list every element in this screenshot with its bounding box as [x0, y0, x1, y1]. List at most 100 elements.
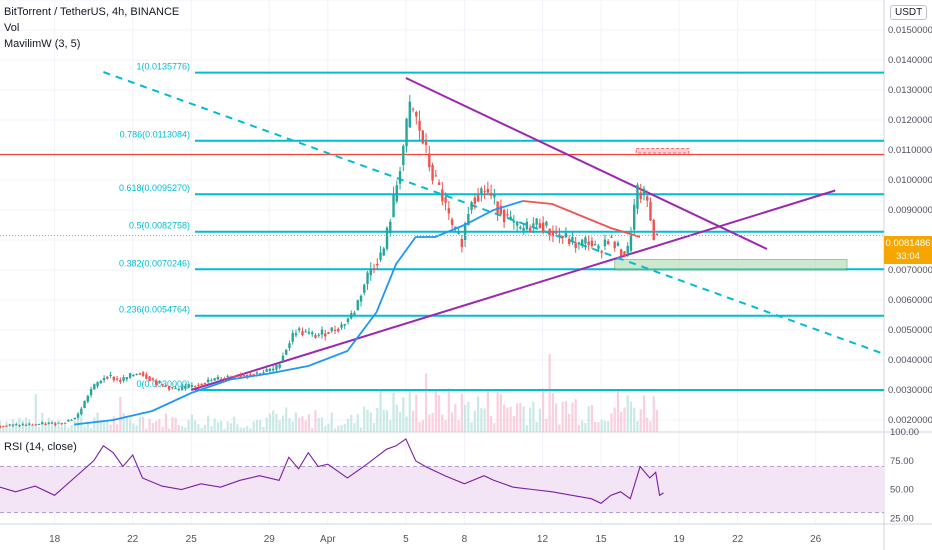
candle-body	[389, 221, 392, 233]
volume-bar	[444, 420, 447, 432]
volume-bar	[135, 425, 138, 432]
volume-bar	[392, 392, 395, 432]
volume-bar	[366, 409, 369, 432]
candle-body	[620, 249, 623, 257]
candle-body	[369, 268, 372, 276]
time-tick-label: 22	[127, 534, 139, 545]
volume-bar	[529, 407, 532, 432]
volume-bar	[616, 391, 620, 432]
price-tick-label: 0.0120000	[888, 115, 932, 126]
candle-body	[330, 327, 333, 332]
volume-bar	[314, 410, 317, 432]
candle-body	[532, 223, 535, 227]
candle-body	[80, 408, 83, 415]
candle-body	[154, 380, 158, 385]
volume-bar	[298, 417, 301, 432]
price-tick-label: 0.0150000	[888, 25, 932, 36]
volume-bar	[398, 412, 402, 432]
volume-bar	[229, 423, 233, 432]
candle-body	[333, 330, 337, 331]
volume-bar	[473, 410, 476, 432]
fib-label-0-786: 0.786(0.0113084)	[120, 130, 190, 140]
candle-body	[320, 329, 324, 335]
time-tick-label: 22	[732, 534, 744, 545]
candle-body	[428, 153, 431, 168]
volume-bar	[613, 407, 616, 432]
volume-bar	[418, 421, 421, 432]
price-tick-label: 0.0070000	[888, 265, 932, 276]
volume-bar	[28, 419, 31, 432]
candle-body	[554, 232, 558, 234]
volume-bar	[57, 419, 60, 432]
candle-body	[226, 376, 229, 378]
volume-bar	[106, 421, 109, 432]
volume-bar	[626, 395, 629, 432]
volume-bar	[307, 413, 311, 432]
candle-body	[219, 378, 223, 380]
volume-bar	[171, 416, 174, 432]
price-tick-label: 0.0050000	[888, 325, 932, 336]
candle-body	[395, 185, 398, 202]
fib-label-0-382: 0.382(0.0070246)	[119, 258, 190, 268]
price-tick-label: 0.0040000	[888, 355, 932, 366]
candle-body	[239, 375, 242, 377]
rsi-tick-label: 100.00	[890, 427, 919, 438]
candle-body	[193, 385, 197, 387]
candle-body	[450, 219, 454, 225]
volume-bar	[467, 401, 470, 432]
volume-bar	[281, 415, 285, 432]
volume-bar	[233, 416, 236, 432]
volume-bar	[311, 428, 314, 432]
volume-bar	[369, 412, 372, 432]
candle-body	[102, 378, 106, 380]
volume-bar	[249, 428, 252, 432]
candle-body	[317, 334, 320, 336]
candle-body	[642, 188, 646, 195]
volume-bar	[363, 406, 366, 432]
volume-bar	[132, 423, 135, 432]
time-tick-label: 18	[49, 534, 61, 545]
volume-bar	[207, 415, 210, 432]
volume-bar	[239, 427, 242, 432]
volume-bar	[642, 395, 646, 432]
candle-body	[444, 197, 447, 203]
price-tick-label: 0.0030000	[888, 385, 932, 396]
candle-body	[96, 382, 99, 387]
volume-bar	[379, 390, 382, 432]
volume-bar	[454, 403, 457, 432]
volume-bar	[2, 427, 5, 432]
candle-body	[480, 188, 483, 194]
candle-body	[93, 384, 96, 390]
price-tick-label: 0.0110000	[888, 145, 932, 156]
candle-body	[41, 422, 44, 425]
currency-button[interactable]: USDT	[890, 5, 928, 20]
candle-body	[288, 343, 291, 349]
volume-bar	[259, 420, 262, 432]
candle-body	[350, 313, 353, 319]
candle-body	[89, 388, 93, 396]
volume-bar	[226, 421, 229, 432]
candle-body	[216, 376, 220, 380]
volume-bar	[649, 421, 652, 432]
candle-body	[285, 349, 288, 355]
volume-bar	[128, 419, 132, 432]
candle-body	[522, 227, 525, 231]
volume-bar	[437, 395, 441, 432]
candle-body	[337, 328, 340, 332]
volume-bar	[181, 426, 184, 432]
candle-body	[203, 383, 207, 385]
candle-body	[106, 376, 109, 379]
ma-line-recent	[522, 200, 641, 238]
volume-bar	[372, 422, 376, 432]
candle-body	[486, 189, 490, 193]
price-tick-label: 0.0130000	[888, 85, 932, 96]
volume-bar	[151, 422, 154, 432]
candle-body	[294, 333, 298, 336]
candle-body	[499, 205, 503, 215]
candle-body	[145, 374, 148, 379]
volume-bar	[31, 426, 34, 432]
volume-bar	[252, 421, 255, 432]
rsi-tick-label: 50.00	[890, 485, 914, 496]
candle-body	[519, 227, 522, 229]
candle-body	[493, 193, 496, 198]
